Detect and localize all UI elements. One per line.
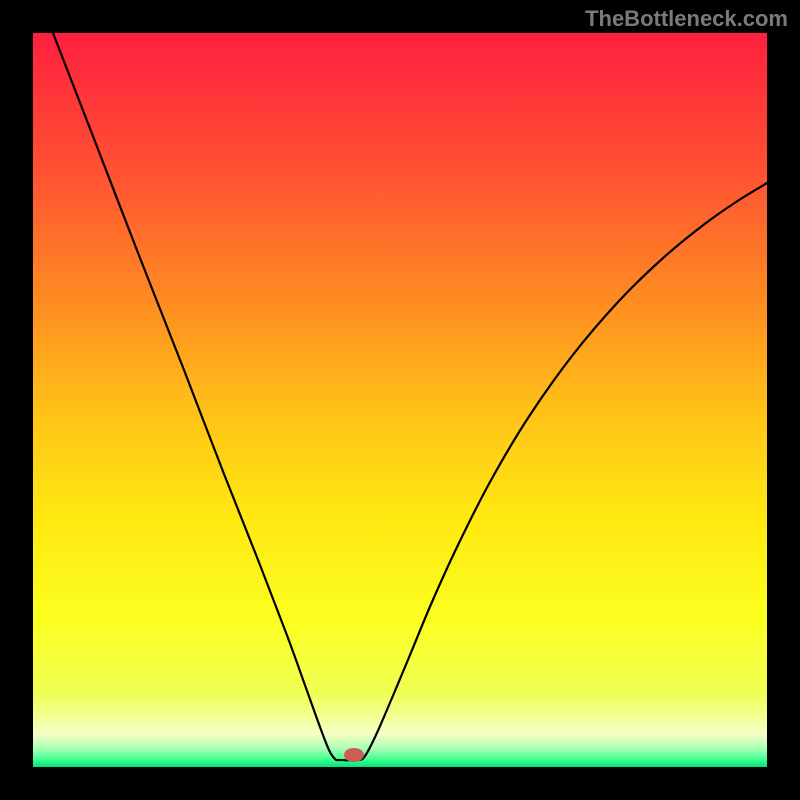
v-curve — [53, 33, 767, 760]
plot-area — [0, 0, 800, 800]
watermark-text: TheBottleneck.com — [585, 6, 788, 32]
plot-gradient-rect — [33, 33, 767, 767]
gradient-background — [0, 0, 800, 800]
bottleneck-marker — [344, 748, 364, 762]
curve-svg — [0, 0, 800, 800]
